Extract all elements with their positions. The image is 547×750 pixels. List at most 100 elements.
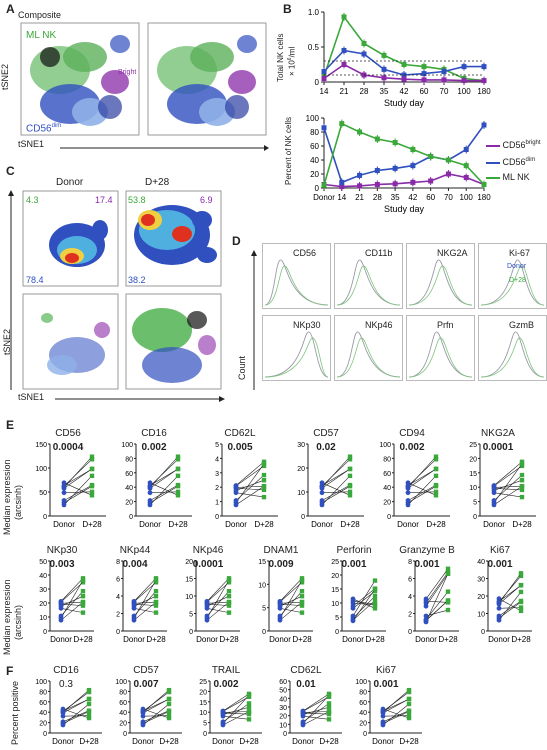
pair-line (206, 595, 230, 607)
d28-point (445, 600, 451, 605)
y-tick-label: 80 (383, 456, 391, 463)
d28-point (299, 603, 305, 608)
histogram-label: NKG2A (437, 248, 468, 258)
data-point (461, 64, 467, 70)
d28-point (246, 717, 252, 722)
d28-point (519, 484, 525, 489)
donor-point (405, 498, 411, 503)
c-d28-label: D+28 (145, 177, 170, 188)
y-tick-label: 10 (297, 490, 305, 497)
d28-point (261, 494, 267, 500)
d28-point (153, 603, 159, 608)
histogram-curves (336, 331, 401, 378)
d28-point (80, 589, 86, 594)
y-tick-label: 0 (315, 184, 320, 193)
d28-point (246, 704, 252, 710)
d28-curve (336, 265, 401, 306)
y-tick-label: 0 (473, 514, 477, 521)
pair-line (206, 601, 230, 621)
x-tick-label: 180 (477, 87, 491, 96)
x-tick-label: 60 (420, 87, 429, 96)
plot-title: CD57 (313, 428, 339, 439)
c-d28-density (134, 205, 217, 265)
panel-a-letter: A (6, 2, 15, 16)
donor-point (61, 490, 67, 496)
data-point (421, 64, 427, 70)
x-tick-label: 42 (408, 193, 417, 202)
donor-curve (480, 259, 545, 306)
pair-line (493, 474, 523, 501)
d28-point (153, 589, 159, 594)
d28-point (80, 599, 86, 605)
data-point (428, 178, 434, 184)
plot-title: CD62L (224, 428, 256, 439)
d28-point (86, 713, 92, 718)
y-tick-label: 80 (359, 689, 367, 696)
data-point (361, 51, 367, 57)
plot-title: NKG2A (481, 428, 515, 439)
data-point (401, 62, 407, 67)
plot-title: NKp46 (192, 545, 224, 556)
d28-point (166, 687, 172, 693)
d28-point (89, 457, 95, 462)
plot-title: CD62L (290, 665, 322, 676)
pair-line (235, 485, 265, 506)
histogram-cd11b: CD11b (334, 243, 403, 309)
donor-curve (336, 259, 401, 306)
donor-point (496, 605, 502, 611)
data-point (339, 179, 345, 185)
y-tick-label: 60 (359, 700, 367, 707)
y-tick-label: 0 (129, 514, 133, 521)
pair-line (63, 468, 93, 486)
data-point (481, 64, 487, 70)
data-point (374, 182, 380, 187)
y-tick-label: 0 (189, 629, 193, 636)
donor-curve (480, 331, 545, 378)
tsne1-arrow (60, 145, 269, 151)
d28-curve (264, 337, 329, 378)
y-tick-label: 20 (383, 500, 391, 507)
donor-point (58, 613, 64, 619)
d28-point (518, 583, 524, 588)
y-tick-label: 5 (262, 606, 266, 613)
histogram-label: GzmB (509, 320, 535, 330)
y-tick-label: 60 (383, 471, 391, 478)
d28-point (153, 594, 159, 599)
d28-point (175, 493, 181, 498)
pair-line (425, 600, 449, 622)
d28-point (153, 599, 159, 605)
p-value: 0.001 (414, 559, 440, 570)
donor-point (350, 618, 356, 624)
donor-point (233, 488, 239, 493)
y-tick-label: 80 (125, 456, 133, 463)
d28-curve (408, 265, 473, 306)
y-tick-label: 0 (301, 514, 305, 521)
pair-line (302, 706, 330, 715)
y-tick-label: 10 (199, 710, 207, 717)
x-tick-label: 100 (457, 87, 471, 96)
p-value: 0.002 (141, 442, 167, 453)
pair-line (407, 456, 437, 488)
pair-line (62, 691, 90, 712)
data-point (463, 147, 469, 152)
pair-line (142, 703, 170, 726)
pair-line (493, 465, 523, 487)
y-tick-label: 60 (39, 700, 47, 707)
d28-point (246, 711, 252, 717)
d28-point (261, 487, 267, 493)
y-tick-label: 0 (363, 731, 367, 738)
y-tick-label: 20 (279, 714, 287, 721)
x-cat-d28: D+28 (146, 635, 166, 644)
x-cat-d28: D+28 (438, 635, 458, 644)
c-x-arrow (55, 396, 225, 402)
y-tick-label: 40 (279, 696, 287, 703)
y-tick-label: 40 (359, 710, 367, 717)
data-point (445, 171, 451, 177)
y-tick-label: 0 (335, 629, 339, 636)
pair-line (425, 568, 449, 600)
legend-d28: D+28 (509, 277, 526, 284)
paired-plot: 150 100 50 0 Donor D+28 (35, 442, 106, 529)
donor-point (300, 712, 306, 717)
